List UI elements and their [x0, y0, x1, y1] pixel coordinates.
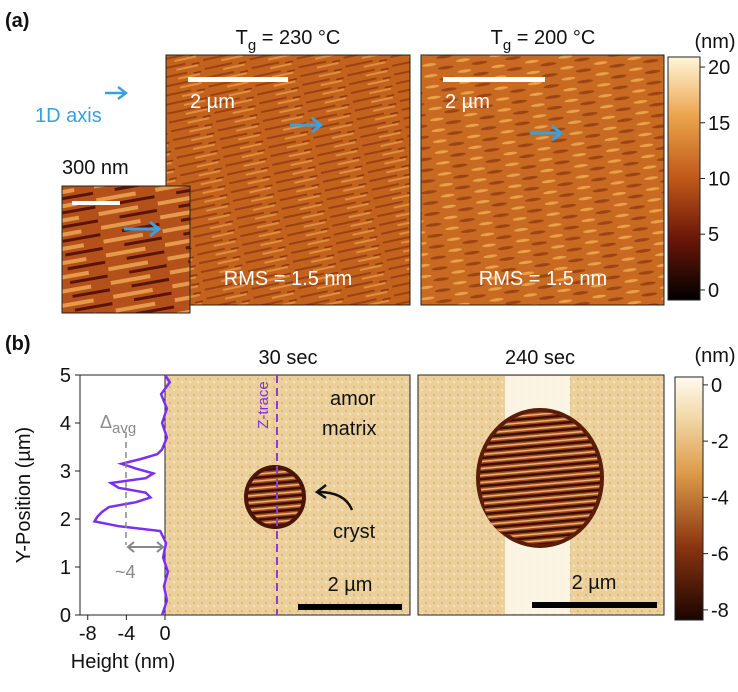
x-tick-label: 0	[159, 623, 170, 645]
crystal	[246, 467, 304, 527]
trace-label: Z-trace	[255, 381, 272, 429]
annotation: cryst	[333, 521, 376, 543]
colorbar-tick-label: 5	[708, 224, 719, 246]
image-title: Tg = 200 °C	[491, 27, 596, 54]
colorbar-unit: (nm)	[694, 31, 735, 53]
y-tick-label: 2	[60, 509, 71, 531]
figure: (a) Tg = 230 °C Tg = 200 °C (nm) 1D axis…	[0, 0, 738, 687]
colorbar-tick-label: 20	[708, 57, 730, 79]
depth-arrow	[128, 542, 163, 552]
arrow	[105, 87, 126, 99]
colorbar-tick-label: -2	[711, 431, 729, 453]
rms-label: RMS = 1.5 nm	[479, 268, 607, 290]
rms-label: RMS = 1.5 nm	[224, 268, 352, 290]
image-title: 30 sec	[259, 347, 318, 369]
x-axis-label: Height (nm)	[71, 651, 175, 673]
scale-bar	[532, 602, 657, 608]
x-tick-label: -8	[79, 623, 97, 645]
image-title: 240 sec	[505, 347, 575, 369]
crystal	[484, 465, 540, 535]
delta-label: Δavg	[100, 412, 136, 437]
colorbar-tick-label: -4	[711, 487, 729, 509]
axis-label: 1D axis	[35, 105, 102, 127]
colorbar-tick-label: 10	[708, 169, 730, 191]
y-axis-label: Y-Position (µm)	[13, 427, 35, 563]
profile-plot: -8 -4 0 0 1 2 3 4 5	[60, 365, 171, 645]
y-tick-label: 1	[60, 557, 71, 579]
scale-bar	[72, 201, 120, 205]
colorbar-unit: (nm)	[694, 345, 735, 367]
colorbar	[668, 57, 700, 300]
panel-label: (a)	[5, 10, 29, 32]
scale-bar	[443, 77, 545, 82]
scale-label: 2 µm	[572, 572, 617, 594]
annotation: matrix	[322, 418, 376, 440]
annotation: amor	[330, 388, 376, 410]
colorbar-tick-label: 15	[708, 113, 730, 135]
scale-label: 2 µm	[328, 574, 373, 596]
inset-image	[62, 186, 190, 313]
y-tick-label: 5	[60, 365, 71, 387]
colorbar-tick-label: 0	[708, 280, 719, 302]
x-tick-label: -4	[117, 623, 135, 645]
scale-label: 2 µm	[190, 91, 235, 113]
scale-bar	[188, 77, 288, 82]
colorbar	[675, 377, 703, 620]
panel-label: (b)	[5, 333, 31, 355]
y-tick-label: 0	[60, 605, 71, 627]
colorbar-tick-label: -6	[711, 544, 729, 566]
colorbar-tick-label: 0	[711, 375, 722, 397]
image-title: Tg = 230 °C	[236, 27, 341, 54]
inset-scale: 300 nm	[62, 157, 129, 179]
scale-bar	[298, 604, 402, 610]
colorbar-tick-label: -8	[711, 600, 729, 622]
y-tick-label: 4	[60, 413, 71, 435]
depth-label: ~4	[115, 562, 136, 582]
scale-label: 2 µm	[445, 91, 490, 113]
y-tick-label: 3	[60, 461, 71, 483]
